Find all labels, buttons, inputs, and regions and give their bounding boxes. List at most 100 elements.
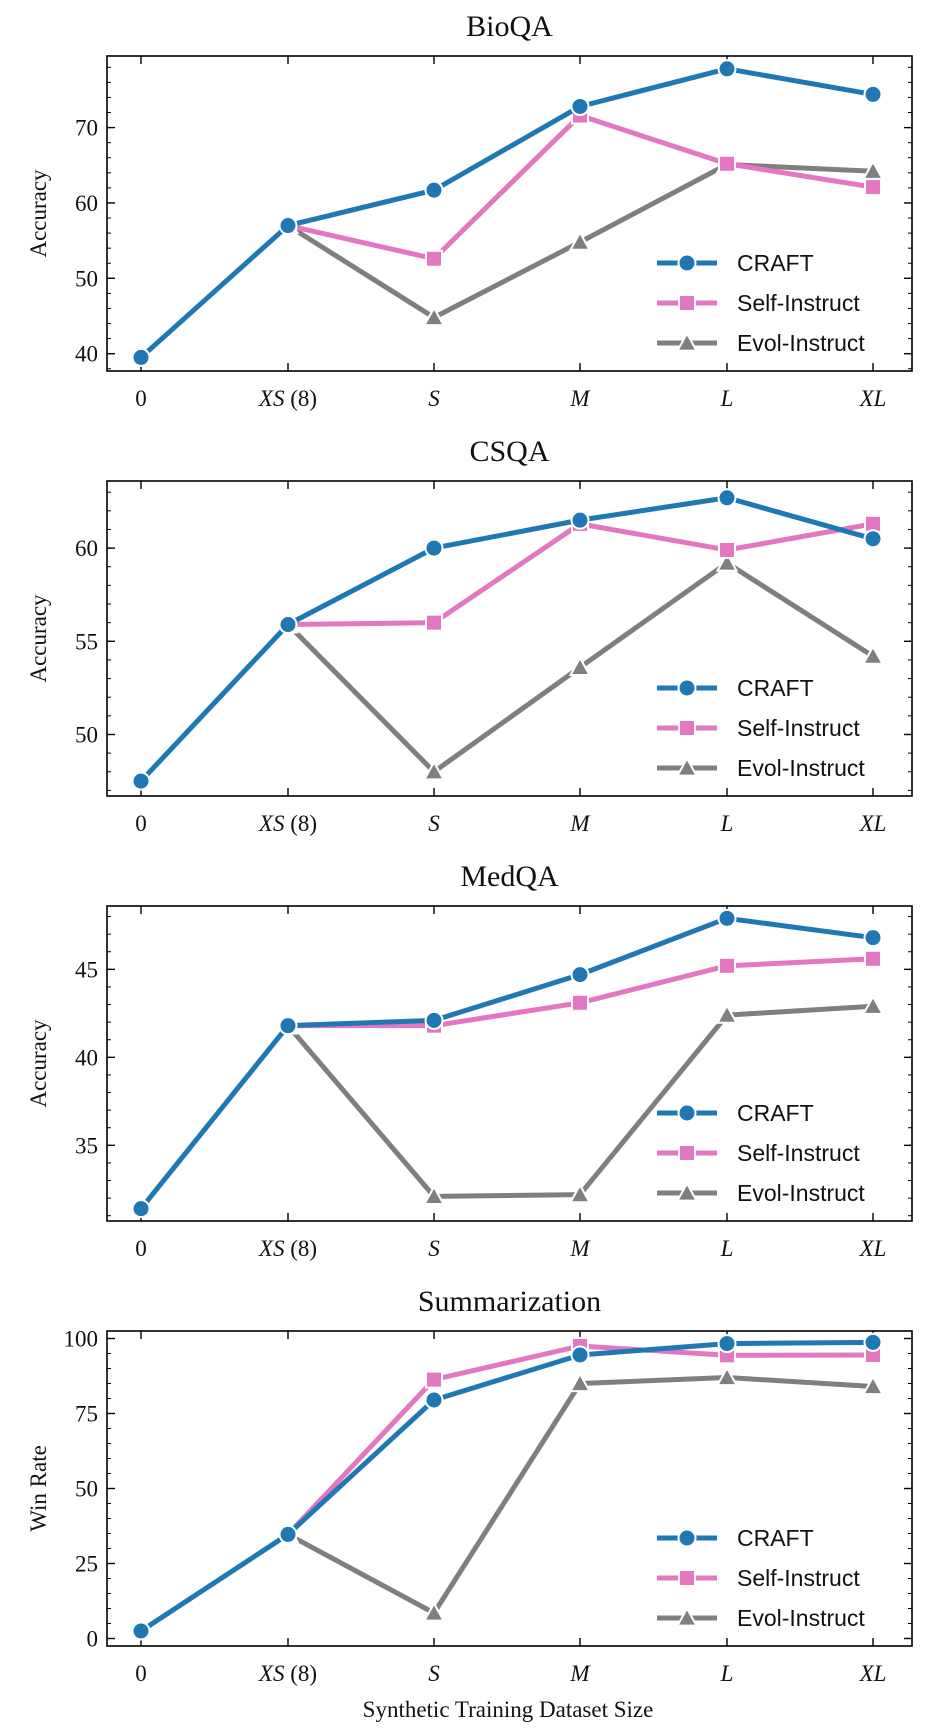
- legend-marker-craft: [677, 253, 697, 273]
- medqa-x-tick-label-xs: XS (8): [258, 1236, 317, 1261]
- medqa-self-instruct-point-m: [571, 993, 589, 1012]
- medqa-evol-instruct-point-s: [422, 1184, 446, 1205]
- csqa-craft-point-m: [570, 510, 590, 530]
- bioqa-evol-instruct-point-s: [422, 305, 446, 327]
- medqa-x-tick-label-0: 0: [135, 1236, 147, 1261]
- summarization-x-tick-label-m: M: [569, 1661, 591, 1686]
- summarization-y-tick-label: 75: [75, 1402, 98, 1427]
- legend-marker-evol-instruct: [675, 331, 699, 352]
- legend-label-evol-instruct: Evol-Instruct: [737, 1605, 865, 1631]
- medqa-self-instruct-point-xl: [864, 949, 882, 968]
- medqa-series-craft: [131, 908, 883, 1219]
- medqa-evol-instruct-point-m: [568, 1183, 592, 1204]
- csqa-x-tick-label-xs: XS (8): [258, 811, 317, 836]
- bioqa-y-tick-label: 70: [75, 116, 98, 141]
- summarization-chart: Summarization 0 25 50 75 100 0 XS (8) S M L XL Win R…: [26, 1285, 913, 1686]
- legend-label-evol-instruct: Evol-Instruct: [737, 330, 865, 356]
- legend-marker-self-instruct: [678, 1569, 696, 1587]
- summarization-title: Summarization: [418, 1285, 601, 1318]
- medqa-craft-point-s: [424, 1010, 444, 1030]
- bioqa-title: BioQA: [466, 10, 553, 43]
- summarization-evol-instruct-point-l: [715, 1365, 739, 1387]
- summarization-x-tick-label-l: L: [720, 1661, 734, 1686]
- legend-label-evol-instruct: Evol-Instruct: [737, 755, 865, 781]
- legend-label-craft: CRAFT: [737, 1525, 814, 1551]
- summarization-x-tick-label-s: S: [428, 1661, 440, 1686]
- bioqa-series-craft: [131, 59, 883, 367]
- csqa-chart: CSQA 50 55 60 0 XS (8) S M L XL Accuracy CRAFT Self-…: [26, 435, 913, 836]
- legend-marker-self-instruct: [678, 294, 696, 312]
- csqa-evol-instruct-point-m: [568, 655, 592, 676]
- legend-label-craft: CRAFT: [737, 250, 814, 276]
- csqa-craft-point-s: [424, 538, 444, 558]
- bioqa-y-tick-label: 60: [75, 191, 98, 216]
- bioqa-x-tick-label-xs: XS (8): [258, 386, 317, 411]
- summarization-craft-point-xl: [863, 1332, 883, 1352]
- medqa-legend: CRAFT Self-Instruct Evol-Instruct: [657, 1100, 865, 1206]
- summarization-y-tick-label: 0: [87, 1627, 99, 1652]
- csqa-evol-instruct-point-l: [715, 551, 739, 572]
- bioqa-plot-frame: [106, 55, 913, 372]
- csqa-self-instruct-line: [287, 521, 874, 628]
- legend-label-self-instruct: Self-Instruct: [737, 1140, 860, 1166]
- csqa-craft-point-xl: [863, 529, 883, 549]
- bioqa-craft-line: [139, 66, 874, 360]
- bioqa-craft-point-xs: [278, 216, 298, 236]
- csqa-y-tick-label: 55: [75, 629, 98, 654]
- legend-label-craft: CRAFT: [737, 675, 814, 701]
- bioqa-x-tick-label-s: S: [428, 386, 440, 411]
- summarization-craft-point-xs: [278, 1524, 298, 1544]
- summarization-series-craft: [131, 1332, 883, 1641]
- csqa-evol-instruct-point-s: [422, 760, 446, 781]
- bioqa-craft-point-s: [424, 180, 444, 200]
- summarization-craft-point-m: [570, 1345, 590, 1365]
- csqa-craft-line: [139, 495, 874, 783]
- medqa-title: MedQA: [460, 860, 559, 893]
- csqa-series-craft: [131, 488, 883, 791]
- legend-label-evol-instruct: Evol-Instruct: [737, 1180, 865, 1206]
- summarization-x-tick-label-0: 0: [135, 1661, 147, 1686]
- legend-marker-craft: [677, 1103, 697, 1123]
- csqa-title: CSQA: [469, 435, 549, 468]
- summarization-series-self-instruct: [279, 1337, 882, 1544]
- bioqa-y-tick-label: 40: [75, 342, 98, 367]
- bioqa-legend: CRAFT Self-Instruct Evol-Instruct: [657, 250, 865, 356]
- medqa-evol-instruct-point-l: [715, 1003, 739, 1024]
- legend-marker-self-instruct: [678, 719, 696, 737]
- bioqa-y-tick-label: 50: [75, 266, 98, 291]
- bioqa-craft-point-l: [717, 59, 737, 79]
- summarization-self-instruct-point-s: [425, 1370, 443, 1389]
- medqa-y-tick-label: 45: [75, 957, 98, 982]
- summarization-y-axis-label: Win Rate: [26, 1445, 51, 1532]
- medqa-chart: MedQA 35 40 45 0 XS (8) S M L XL Accuracy CRAFT Self…: [26, 860, 913, 1261]
- csqa-series-evol-instruct: [276, 551, 885, 781]
- csqa-evol-instruct-point-xl: [861, 644, 885, 665]
- legend-label-craft: CRAFT: [737, 1100, 814, 1126]
- legend-label-self-instruct: Self-Instruct: [737, 1565, 860, 1591]
- medqa-craft-point-l: [717, 908, 737, 928]
- summarization-evol-instruct-point-m: [568, 1371, 592, 1393]
- csqa-x-tick-label-xl: XL: [859, 811, 887, 836]
- summarization-x-tick-label-xs: XS (8): [258, 1661, 317, 1686]
- medqa-self-instruct-point-l: [718, 956, 736, 975]
- figure-x-axis-label: Synthetic Training Dataset Size: [363, 1697, 654, 1722]
- summarization-evol-instruct-point-xl: [861, 1374, 885, 1396]
- legend-marker-craft: [677, 1528, 697, 1548]
- medqa-y-axis-label: Accuracy: [26, 1019, 51, 1108]
- medqa-y-tick-label: 40: [75, 1045, 98, 1070]
- bioqa-x-tick-label-m: M: [569, 386, 591, 411]
- medqa-x-tick-label-l: L: [720, 1236, 734, 1261]
- bioqa-self-instruct-point-s: [425, 249, 443, 268]
- medqa-craft-point-0: [131, 1199, 151, 1219]
- medqa-plot-frame: [106, 905, 913, 1222]
- medqa-craft-point-xs: [278, 1016, 298, 1036]
- csqa-x-tick-label-0: 0: [135, 811, 147, 836]
- summarization-y-tick-label: 50: [75, 1477, 98, 1502]
- summarization-craft-point-0: [131, 1621, 151, 1641]
- csqa-series-self-instruct: [279, 514, 882, 634]
- legend-marker-evol-instruct: [675, 1181, 699, 1202]
- bioqa-craft-point-0: [131, 347, 151, 367]
- bioqa-x-tick-label-xl: XL: [859, 386, 887, 411]
- bioqa-chart: BioQA 40 50 60 70 0 XS (8) S M L XL Accuracy CRAFT Se…: [26, 10, 913, 411]
